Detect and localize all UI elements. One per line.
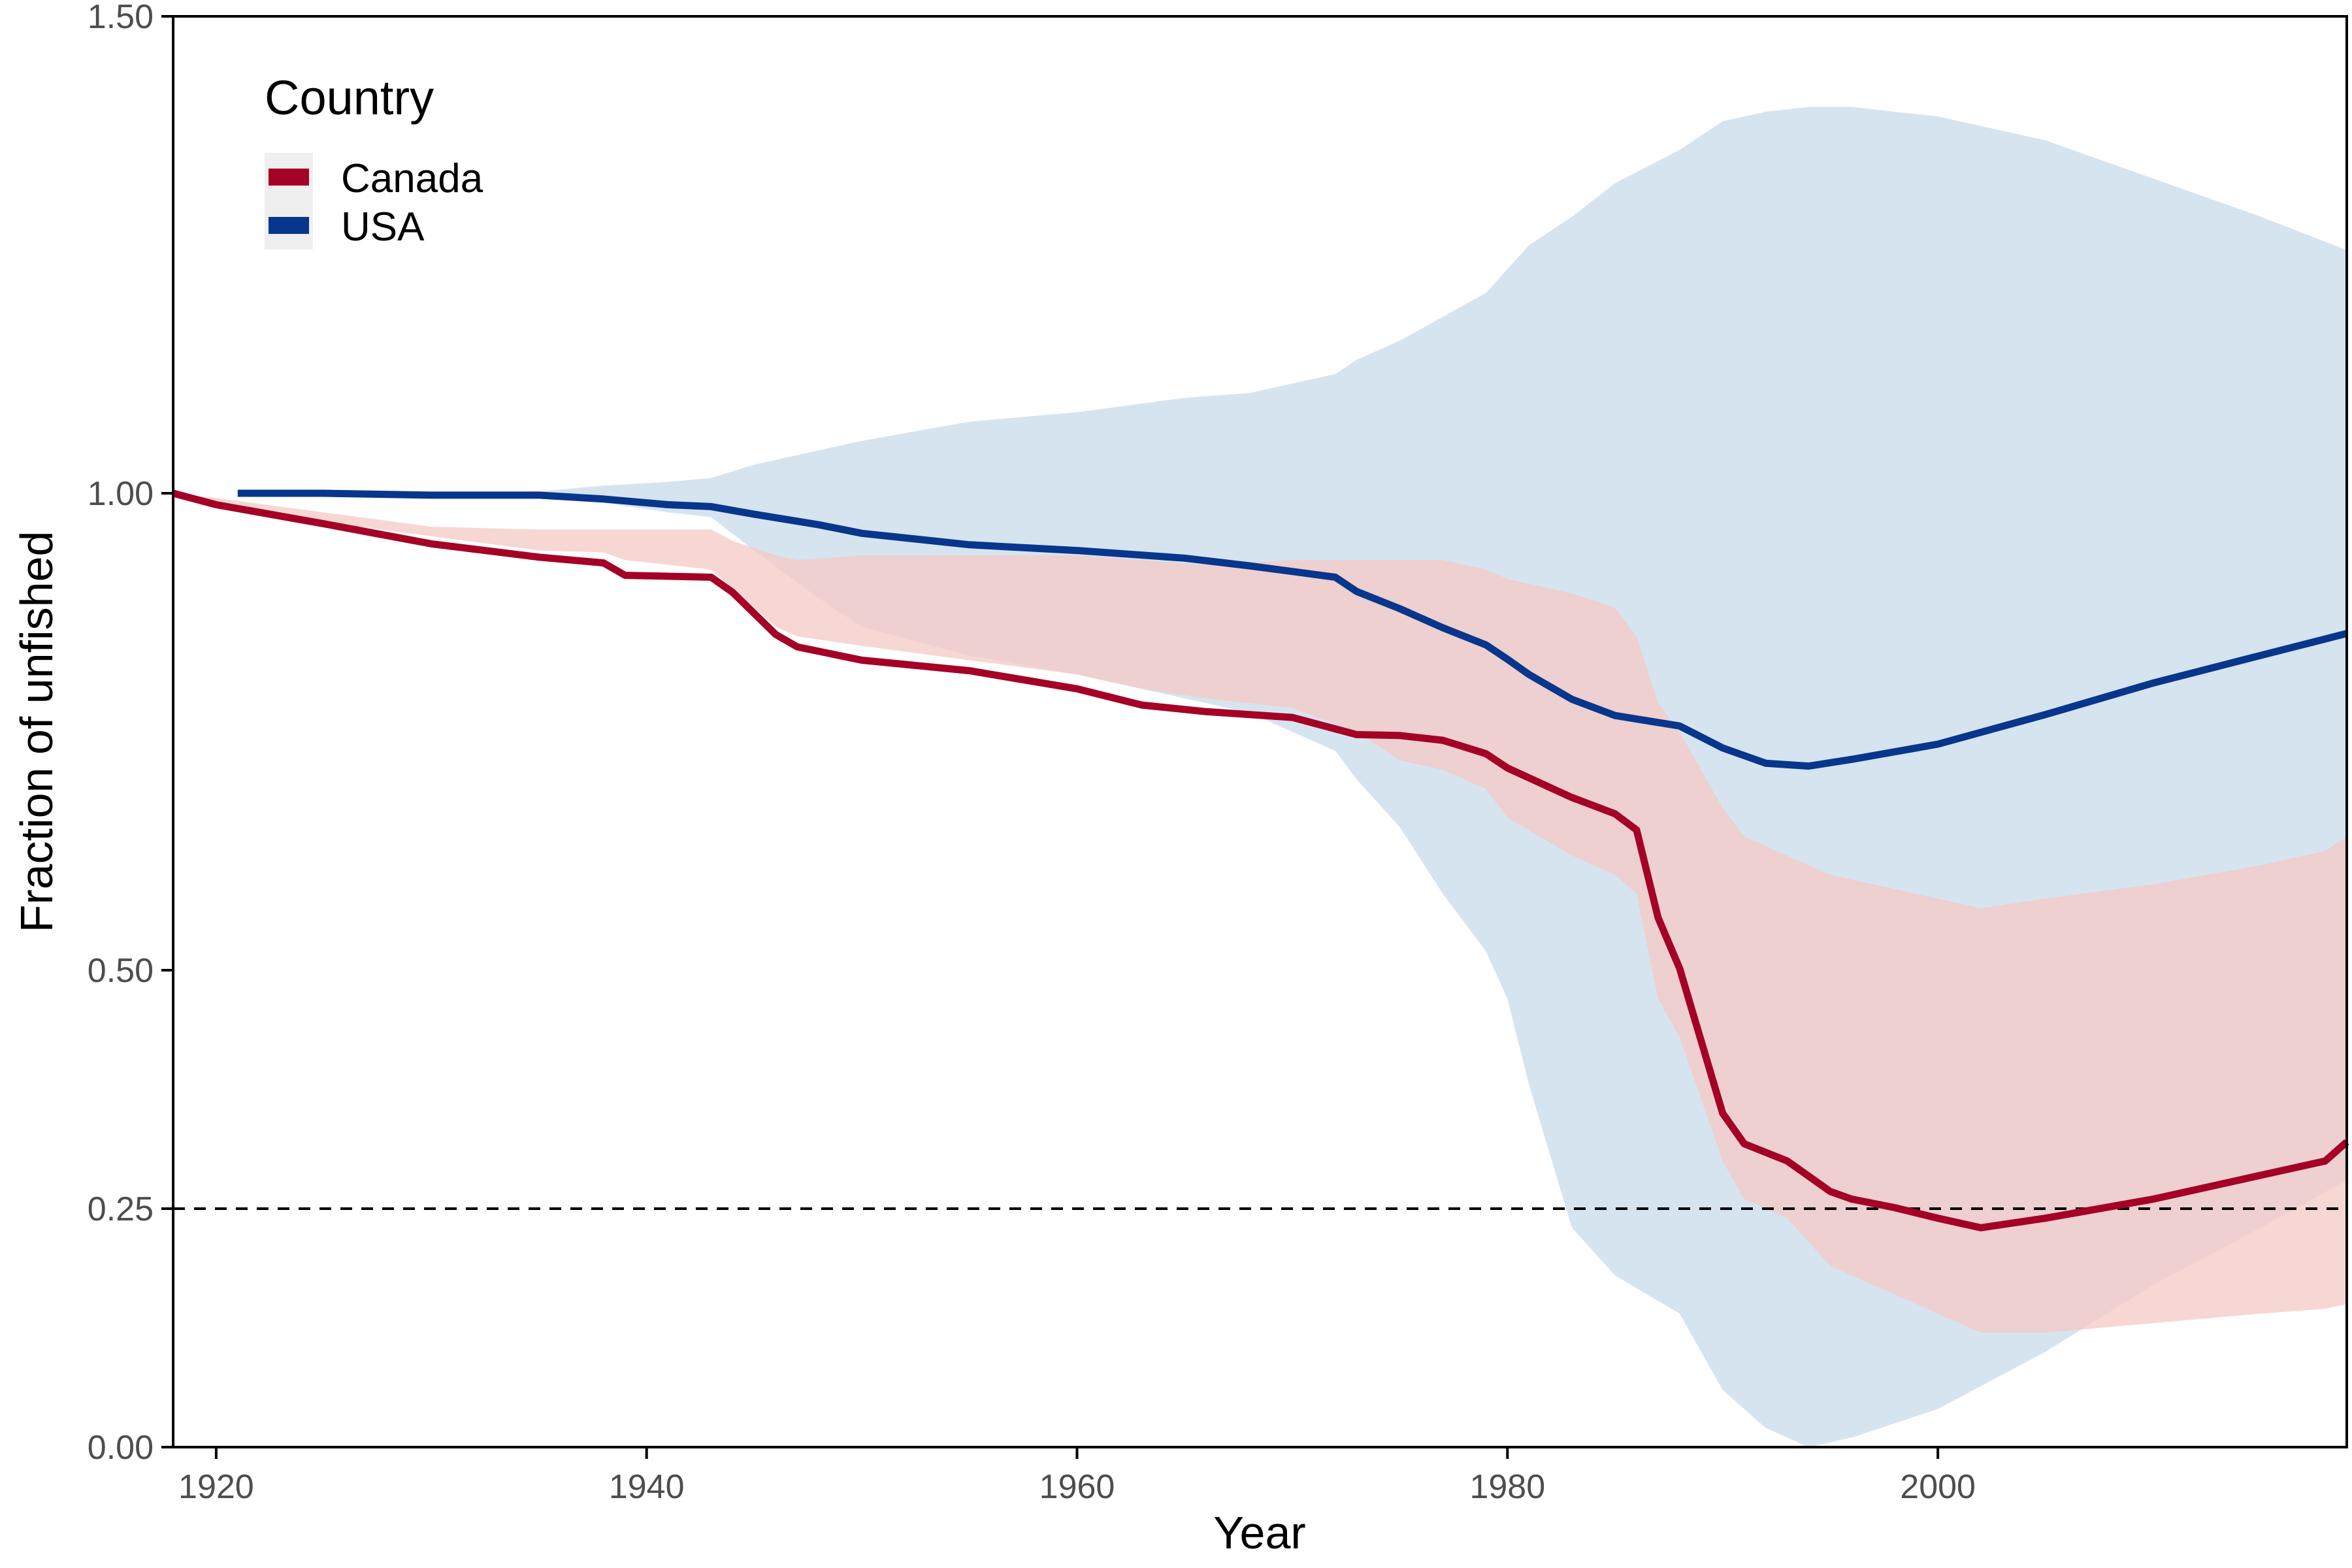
confidence-bands <box>173 106 2347 1448</box>
plot-border <box>172 15 2348 1448</box>
line-canada <box>172 489 2349 1232</box>
y-tick-label-0.00: 0.00 <box>88 1429 154 1467</box>
y-tick-label-1.50: 1.50 <box>88 0 154 36</box>
x-axis-title: Year <box>1213 1507 1305 1558</box>
x-tick-label-2000: 2000 <box>1900 1468 1976 1506</box>
x-tick-label-1920: 1920 <box>178 1468 254 1506</box>
legend-label-canada: Canada <box>341 156 483 201</box>
y-tick-label-1.00: 1.00 <box>88 475 154 513</box>
y-axis-title: Fraction of unfished <box>11 531 62 933</box>
line-usa <box>237 489 2348 770</box>
legend: Country Canada USA <box>265 71 483 250</box>
legend-swatch-canada <box>269 169 309 186</box>
legend-label-usa: USA <box>341 204 425 250</box>
legend-title: Country <box>265 71 434 125</box>
x-axis: 1920 1940 1960 1980 2000 <box>178 1447 1976 1506</box>
y-tick-label-0.25: 0.25 <box>88 1190 154 1228</box>
x-tick-label-1980: 1980 <box>1469 1468 1545 1506</box>
x-tick-label-1940: 1940 <box>609 1468 685 1506</box>
band-canada <box>173 493 2347 1333</box>
y-axis: 0.00 0.25 0.50 1.00 1.50 <box>88 0 173 1467</box>
x-tick-label-1960: 1960 <box>1039 1468 1115 1506</box>
y-tick-label-0.50: 0.50 <box>88 952 154 990</box>
series-lines <box>172 489 2349 1232</box>
legend-swatch-usa <box>269 217 309 234</box>
